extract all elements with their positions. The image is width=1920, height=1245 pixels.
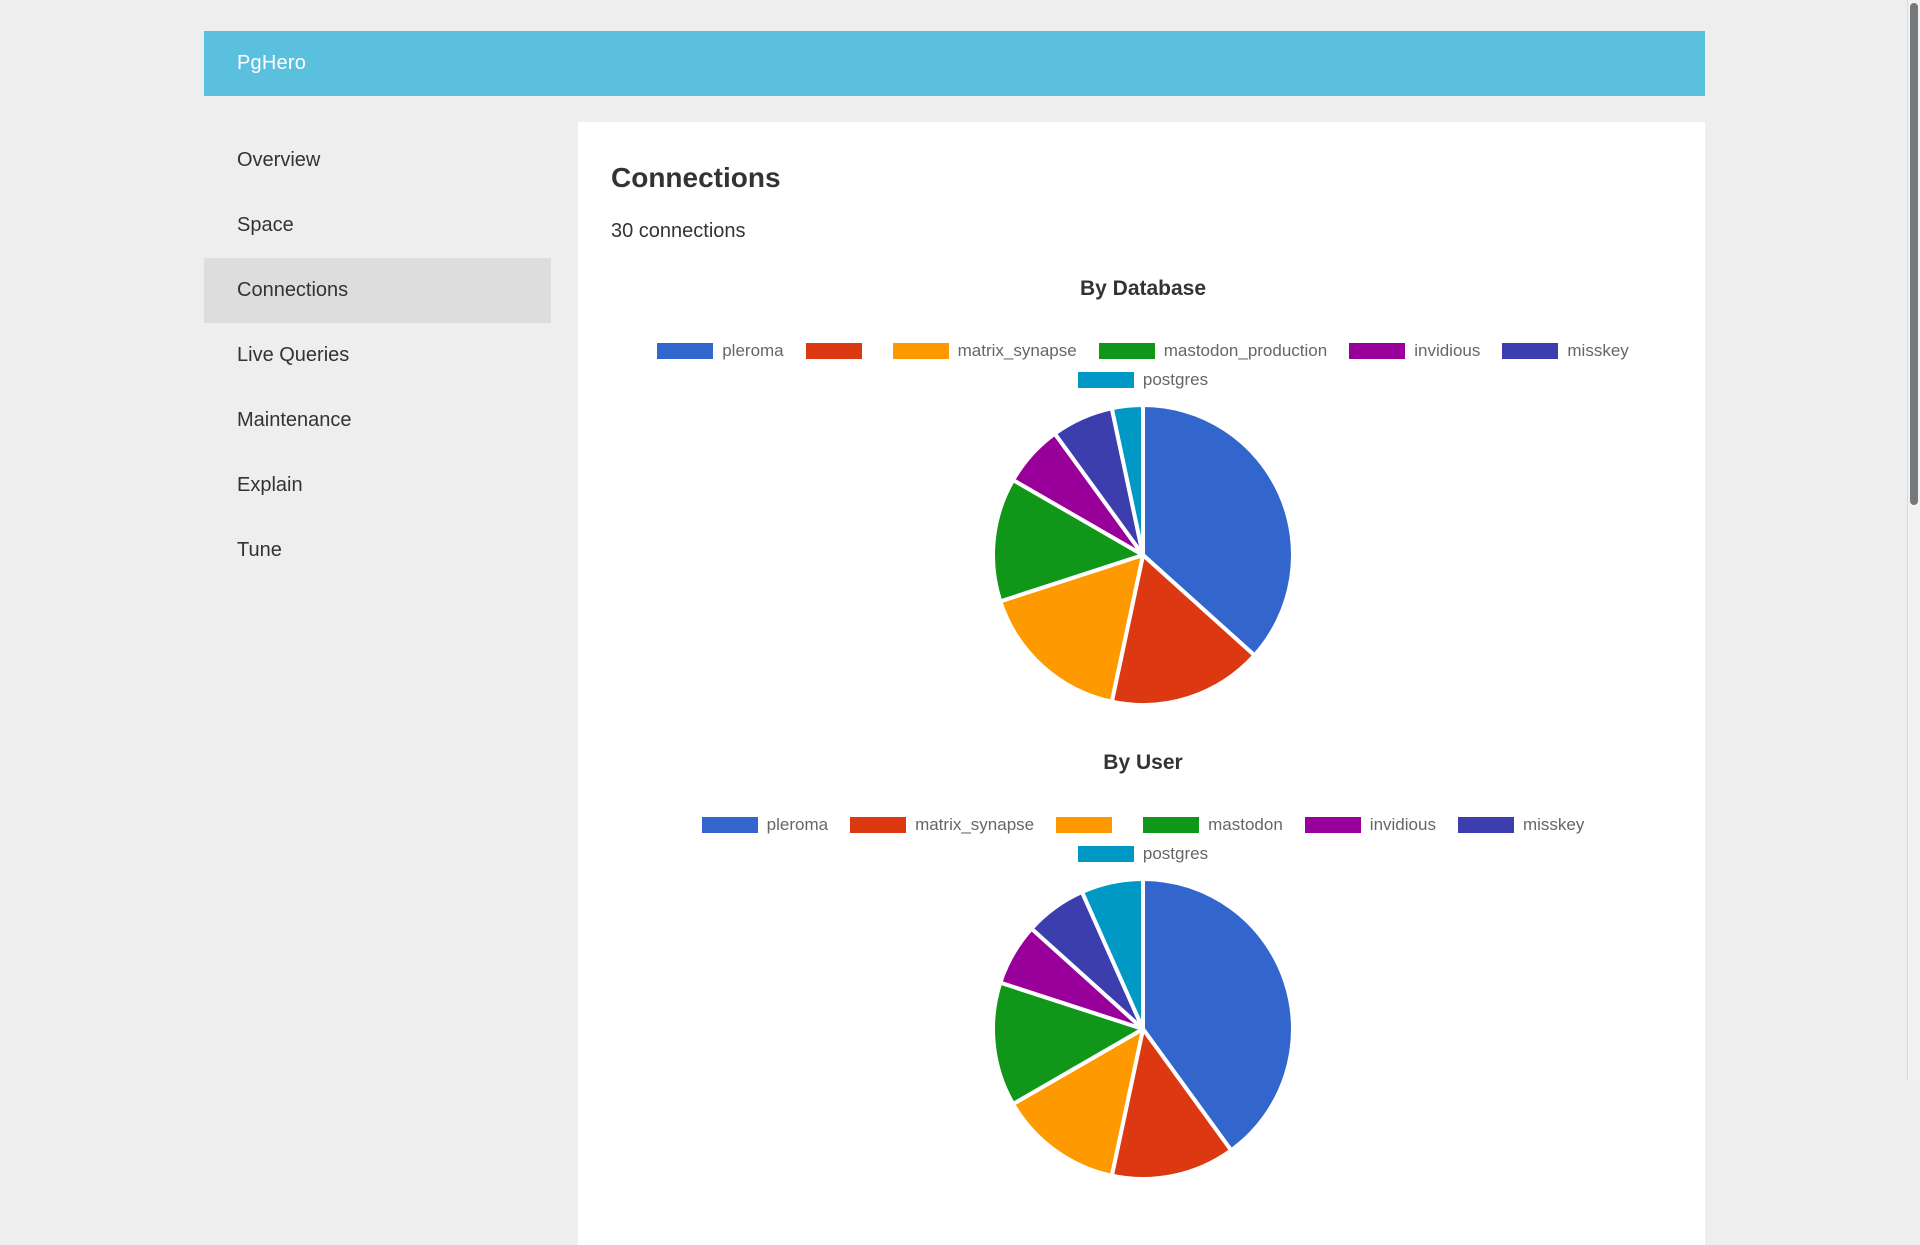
sidebar-item-live-queries[interactable]: Live Queries bbox=[237, 344, 350, 366]
legend-label: pleroma bbox=[722, 341, 784, 360]
legend-item-invidious[interactable]: invidious bbox=[1304, 815, 1436, 835]
legend-label: mastodon bbox=[1208, 815, 1283, 834]
legend-swatch bbox=[850, 817, 907, 833]
legend-swatch bbox=[1502, 343, 1559, 359]
legend-label: postgres bbox=[1142, 370, 1209, 389]
legend-item-postgres[interactable]: postgres bbox=[1077, 370, 1209, 390]
legend-swatch bbox=[892, 343, 949, 359]
legend-item-pleroma[interactable]: pleroma bbox=[657, 341, 784, 361]
legend-swatch bbox=[1077, 846, 1134, 862]
pie-canvas bbox=[991, 403, 1295, 707]
sidebar-item-maintenance[interactable]: Maintenance bbox=[237, 409, 352, 431]
legend-label: postgres bbox=[1142, 844, 1209, 863]
legend-label: pleroma bbox=[766, 815, 829, 834]
legend-swatch bbox=[1349, 343, 1406, 359]
legend-item-pleroma[interactable]: pleroma bbox=[701, 815, 829, 835]
legend-row: pleroma matrix_synapse mastodon_production… bbox=[611, 341, 1675, 361]
sidebar-item-explain[interactable]: Explain bbox=[237, 474, 303, 496]
legend-swatch bbox=[701, 817, 758, 833]
pie-chart-by-user bbox=[611, 873, 1675, 1185]
legend-item-unnamed[interactable] bbox=[805, 343, 871, 359]
chart-by-database: By Database pleroma matrix_synapse mastodo… bbox=[611, 277, 1675, 711]
legend-item-unnamed[interactable] bbox=[1056, 817, 1121, 833]
legend-swatch bbox=[805, 343, 862, 359]
legend-item-mastodon_production[interactable]: mastodon_production bbox=[1098, 341, 1328, 361]
legend-label: matrix_synapse bbox=[915, 815, 1035, 834]
legend-row: postgres bbox=[611, 370, 1675, 390]
main-panel: Connections 30 connections By Database p… bbox=[578, 122, 1705, 1245]
legend-item-invidious[interactable]: invidious bbox=[1349, 341, 1480, 361]
legend-item-matrix_synapse[interactable]: matrix_synapse bbox=[892, 341, 1077, 361]
legend-swatch bbox=[1056, 817, 1113, 833]
legend-label: mastodon_production bbox=[1163, 341, 1328, 360]
sidebar-item-tune[interactable]: Tune bbox=[237, 539, 282, 561]
legend-swatch bbox=[1304, 817, 1361, 833]
navbar: PgHero bbox=[204, 31, 1705, 96]
scrollbar-thumb[interactable] bbox=[1910, 3, 1918, 505]
chart-title-by-user: By User bbox=[1103, 751, 1183, 774]
brand-link[interactable]: PgHero bbox=[237, 52, 307, 74]
legend-swatch bbox=[1143, 817, 1200, 833]
legend-item-misskey[interactable]: misskey bbox=[1457, 815, 1585, 835]
legend-swatch bbox=[1457, 817, 1514, 833]
pie-slice-mastodon_production[interactable] bbox=[991, 478, 1145, 604]
pie-slice-postgres[interactable] bbox=[1109, 403, 1145, 557]
legend-label: misskey bbox=[1567, 341, 1629, 360]
sidebar-item-overview[interactable]: Overview bbox=[237, 149, 321, 171]
legend-label: invidious bbox=[1369, 815, 1436, 834]
legend-label: matrix_synapse bbox=[957, 341, 1077, 360]
legend-item-misskey[interactable]: misskey bbox=[1502, 341, 1629, 361]
legend-swatch bbox=[1098, 343, 1155, 359]
legend-swatch bbox=[1077, 372, 1134, 388]
connections-count: 30 connections bbox=[611, 220, 746, 242]
legend-row: postgres bbox=[611, 844, 1675, 864]
chart-title-by-database: By Database bbox=[1079, 277, 1207, 300]
pie-slice-postgres[interactable] bbox=[1079, 877, 1145, 1031]
app-container: PgHero Overview Space Connections Live Q… bbox=[204, 31, 1705, 1245]
pie-canvas bbox=[991, 877, 1295, 1181]
sidebar-item-space[interactable]: Space bbox=[237, 214, 294, 236]
legend-row: pleroma matrix_synapse mastodon invidious mi… bbox=[611, 815, 1675, 835]
pie-chart-by-database bbox=[611, 399, 1675, 711]
legend-item-matrix_synapse[interactable]: matrix_synapse bbox=[850, 815, 1034, 835]
pie-slice-pleroma[interactable] bbox=[1141, 403, 1295, 658]
legend-item-postgres[interactable]: postgres bbox=[1077, 844, 1209, 864]
sidebar: Overview Space Connections Live Queries … bbox=[204, 122, 551, 583]
chart-by-user: By User pleroma matrix_synapse mastodon inv… bbox=[611, 751, 1675, 1185]
content-row: Overview Space Connections Live Queries … bbox=[204, 122, 1705, 1245]
chart-legend-by-user: pleroma matrix_synapse mastodon invidious mi… bbox=[611, 815, 1675, 864]
legend-label: invidious bbox=[1414, 341, 1481, 360]
legend-label: misskey bbox=[1522, 815, 1585, 834]
page-title: Connections bbox=[611, 162, 781, 193]
chart-legend-by-database: pleroma matrix_synapse mastodon_production… bbox=[611, 341, 1675, 390]
sidebar-item-connections[interactable]: Connections bbox=[204, 258, 551, 323]
legend-swatch bbox=[657, 343, 714, 359]
legend-item-mastodon[interactable]: mastodon bbox=[1143, 815, 1283, 835]
pie-slice-unnamed[interactable] bbox=[1109, 553, 1257, 707]
page-scrollbar[interactable] bbox=[1907, 0, 1920, 1080]
